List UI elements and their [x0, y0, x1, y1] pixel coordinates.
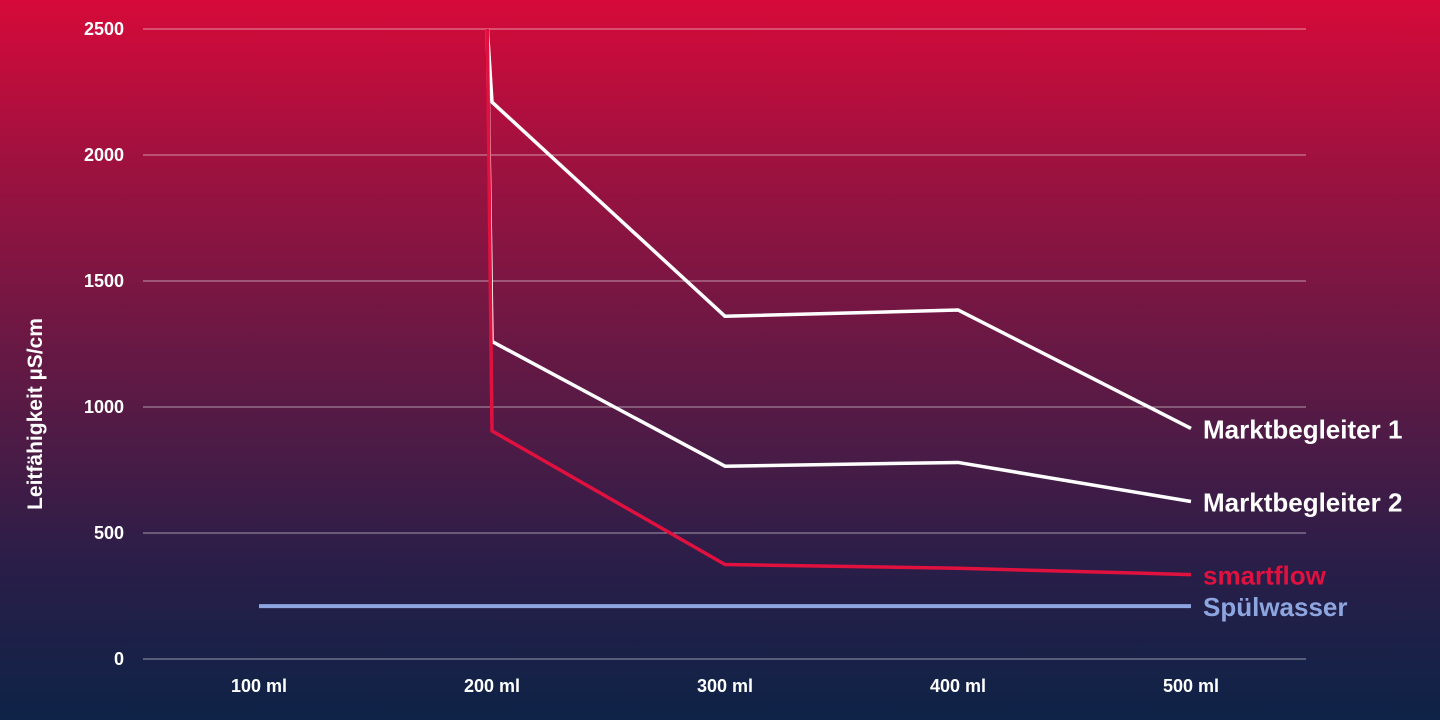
series-line-marktbegleiter-1	[485, 28, 1192, 430]
y-tick-label: 1000	[84, 397, 124, 417]
y-tick-label: 1500	[84, 271, 124, 291]
series-label: Marktbegleiter 1	[1203, 414, 1402, 444]
y-tick-label: 500	[94, 523, 124, 543]
x-tick-label: 300 ml	[697, 676, 753, 696]
plot-area	[259, 28, 1192, 609]
x-tick-label: 100 ml	[231, 676, 287, 696]
x-axis: 100 ml 200 ml 300 ml 400 ml 500 ml	[231, 676, 1219, 696]
legend: Marktbegleiter 1 Marktbegleiter 2 smartflo…	[1203, 414, 1402, 622]
x-tick-label: 500 ml	[1163, 676, 1219, 696]
series-label: smartflow	[1203, 561, 1327, 591]
y-tick-label: 0	[114, 649, 124, 669]
y-axis-title: Leitfähigkeit µS/cm	[24, 318, 47, 510]
y-tick-label: 2500	[84, 19, 124, 39]
y-axis: 0 500 1000 1500 2000 2500	[84, 19, 124, 669]
series-label: Spülwasser	[1203, 592, 1348, 622]
series-line-marktbegleiter-2	[485, 28, 1192, 504]
series-line-smartflow	[485, 28, 1192, 577]
series-label: Marktbegleiter 2	[1203, 488, 1402, 518]
x-tick-label: 200 ml	[464, 676, 520, 696]
grid	[143, 28, 1306, 660]
x-tick-label: 400 ml	[930, 676, 986, 696]
y-tick-label: 2000	[84, 145, 124, 165]
